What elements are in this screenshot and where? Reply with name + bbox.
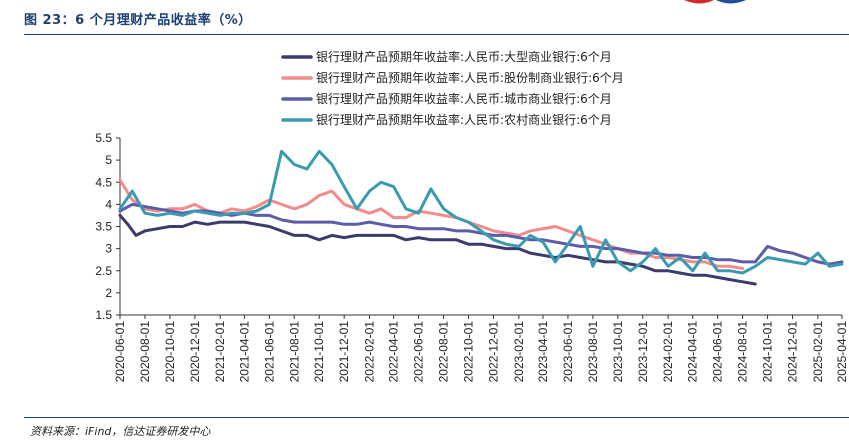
y-tick-label: 1.5 [95, 308, 112, 322]
y-tick-label: 3 [105, 242, 112, 256]
x-tick-label: 2021-02-01 [213, 321, 227, 383]
logo-mark [684, 0, 746, 4]
x-tick-label: 2025-02-01 [811, 321, 825, 383]
x-tick-label: 2022-06-01 [412, 321, 426, 383]
figure-title: 图 23：6 个月理财产品收益率（%） [24, 13, 252, 28]
x-tick-label: 2024-08-01 [736, 321, 750, 383]
series-line-0 [118, 213, 757, 286]
x-tick-label: 2025-04-01 [835, 321, 849, 383]
x-tick-label: 2022-12-01 [486, 321, 500, 383]
x-tick-label: 2023-02-01 [512, 321, 526, 383]
x-tick-label: 2024-02-01 [661, 321, 675, 383]
legend-label-3: 银行理财产品预期年收益率:人民币:农村商业银行:6个月 [316, 112, 612, 127]
y-tick-label: 5 [105, 153, 112, 167]
x-tick-label: 2024-10-01 [761, 321, 775, 383]
x-tick-label: 2021-08-01 [287, 321, 301, 383]
x-tick-label: 2023-06-01 [561, 321, 575, 383]
x-tick-label: 2021-10-01 [312, 321, 326, 383]
line-chart: 银行理财产品预期年收益率:人民币:大型商业银行:6个月银行理财产品预期年收益率:… [95, 49, 849, 383]
title-divider [24, 34, 849, 35]
y-tick-label: 4 [105, 197, 112, 211]
x-tick-label: 2021-12-01 [337, 321, 351, 383]
legend-label-2: 银行理财产品预期年收益率:人民币:城市商业银行:6个月 [316, 91, 612, 106]
x-tick-label: 2020-06-01 [113, 321, 127, 383]
series-line-3 [118, 149, 844, 275]
x-tick-label: 2020-10-01 [163, 321, 177, 383]
y-tick-label: 5.5 [95, 131, 112, 145]
x-tick-label: 2023-12-01 [636, 321, 650, 383]
legend-label-1: 银行理财产品预期年收益率:人民币:股份制商业银行:6个月 [316, 70, 624, 85]
x-tick-label: 2022-08-01 [437, 321, 451, 383]
chart-legend: 银行理财产品预期年收益率:人民币:大型商业银行:6个月银行理财产品预期年收益率:… [281, 49, 624, 127]
x-tick-label: 2023-10-01 [611, 321, 625, 383]
x-tick-label: 2020-12-01 [188, 321, 202, 383]
y-tick-label: 3.5 [95, 220, 112, 234]
logo-blue-arc [716, 0, 746, 4]
logo-red-arc [684, 0, 714, 4]
x-tick-label: 2020-08-01 [138, 321, 152, 383]
x-tick-label: 2022-02-01 [363, 321, 377, 383]
x-tick-label: 2024-04-01 [686, 321, 700, 383]
x-tick-label: 2021-04-01 [237, 321, 251, 383]
series-layer [118, 149, 844, 286]
x-tick-label: 2024-06-01 [711, 321, 725, 383]
x-tick-label: 2022-10-01 [462, 321, 476, 383]
legend-label-0: 银行理财产品预期年收益率:人民币:大型商业银行:6个月 [316, 49, 612, 64]
x-tick-label: 2022-04-01 [387, 321, 401, 383]
x-tick-label: 2023-08-01 [586, 321, 600, 383]
source-note: 资料来源：iFind，信达证券研发中心 [30, 425, 211, 438]
x-tick-label: 2024-12-01 [786, 321, 800, 383]
source-divider [24, 417, 849, 418]
x-tick-label: 2021-06-01 [262, 321, 276, 383]
y-tick-label: 2 [105, 286, 112, 300]
y-tick-label: 2.5 [95, 264, 112, 278]
x-tick-label: 2023-04-01 [536, 321, 550, 383]
y-axis: 1.5 2 2.5 3 3.5 4 4.5 5 5.5 [95, 131, 121, 322]
y-tick-label: 4.5 [95, 175, 112, 189]
x-axis: 2020-06-01 2020-08-01 2020-10-01 2020-12-01… [113, 314, 849, 383]
